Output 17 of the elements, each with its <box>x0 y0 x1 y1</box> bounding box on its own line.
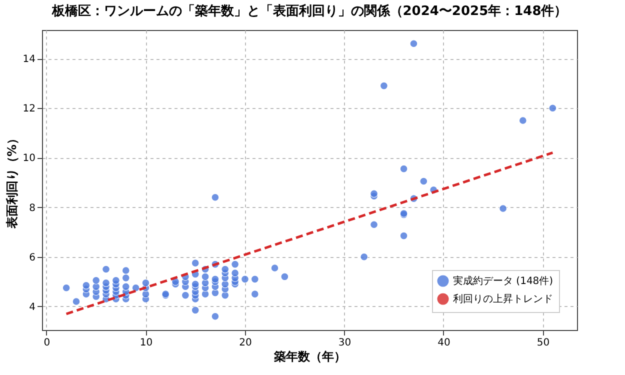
x-axis-title: 築年数（年） <box>273 350 346 364</box>
chart-title: 板橋区：ワンルームの「築年数」と「表面利回り」の関係（2024〜2025年：148件） <box>50 3 568 19</box>
y-tick-label: 4 <box>29 302 36 313</box>
y-tick-label: 14 <box>22 54 36 66</box>
x-tick-label: 20 <box>239 338 252 348</box>
x-tick-label: 50 <box>536 338 550 348</box>
y-tick-label: 12 <box>22 104 36 115</box>
legend-label: 実成約データ (148件) <box>453 275 554 287</box>
y-tick-label: 8 <box>29 202 36 214</box>
x-tick-label: 10 <box>140 338 153 348</box>
y-tick-label: 10 <box>22 153 36 164</box>
legend-label: 利回りの上昇トレンド <box>453 293 553 305</box>
x-tick-label: 40 <box>438 338 450 348</box>
x-tick-label: 0 <box>44 338 50 348</box>
y-tick-label: 6 <box>29 252 36 264</box>
x-tick-label: 30 <box>338 338 352 348</box>
y-axis-title: 表面利回り（%） <box>4 132 19 230</box>
